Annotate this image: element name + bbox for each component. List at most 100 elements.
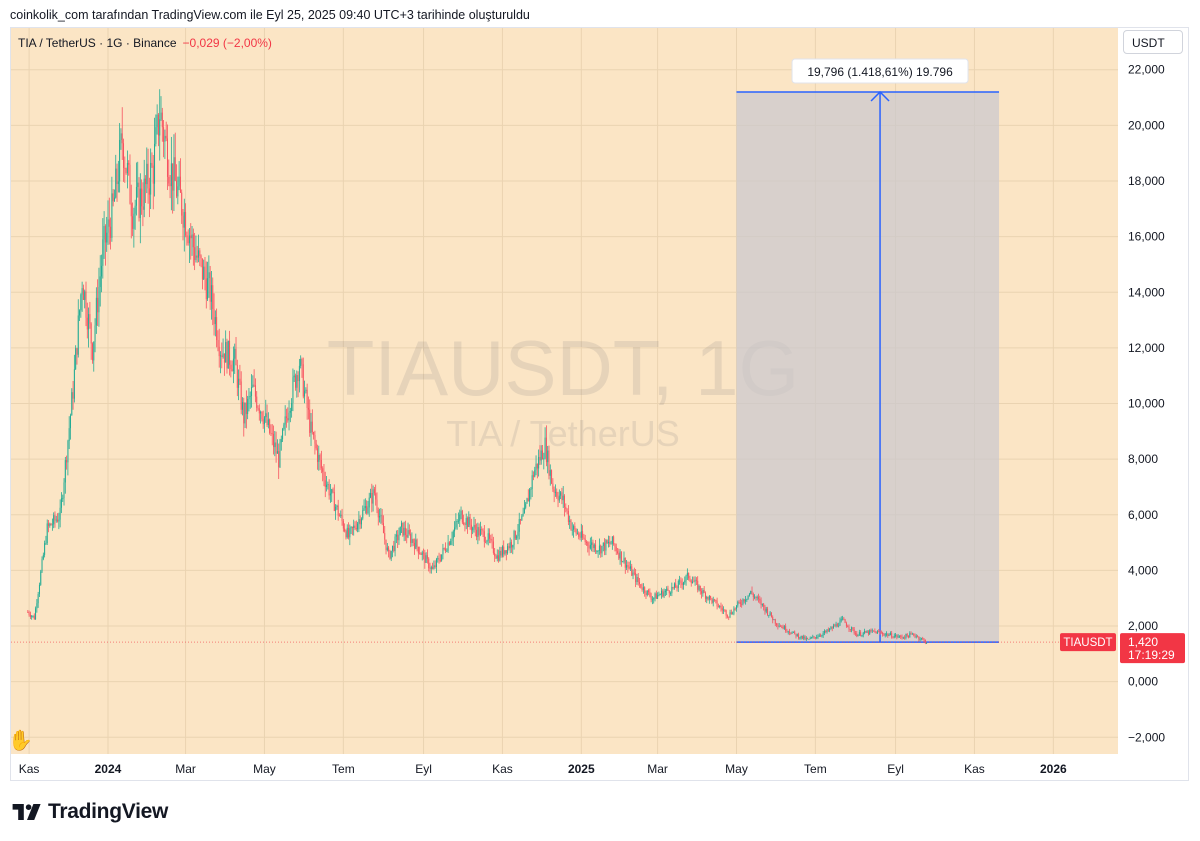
candle-body (33, 615, 35, 620)
candle-body (42, 554, 44, 560)
candle-body (439, 560, 441, 562)
candle-body (75, 348, 77, 370)
candle-body (725, 610, 727, 616)
candle-body (707, 596, 709, 600)
candle-body (134, 205, 136, 214)
time-axis-background (11, 754, 1188, 780)
currency-selector[interactable]: USDT (1123, 30, 1183, 54)
candle-body (770, 612, 772, 618)
candle-body (389, 551, 391, 559)
candle-body (212, 285, 214, 310)
candle-body (221, 355, 223, 357)
candle-body (260, 412, 262, 414)
price-range-tool[interactable]: 19,796 (1.418,61%) 19.796 (736, 58, 1000, 643)
candle-body (626, 565, 628, 568)
candle-body (864, 631, 866, 633)
candle-body (477, 527, 479, 537)
candle-body (685, 575, 687, 581)
candle-body (617, 551, 619, 553)
candle-body (570, 520, 572, 530)
candle-body (898, 635, 900, 637)
candle-body (871, 630, 873, 632)
candle-body (583, 537, 585, 539)
candle-body (245, 402, 247, 415)
candle-body (398, 535, 400, 541)
candle-body (38, 584, 40, 595)
candle-body (346, 527, 348, 538)
candle-body (413, 542, 415, 549)
candle-body (821, 635, 823, 637)
candle-body (386, 547, 388, 551)
candle-body (84, 291, 86, 300)
candle-body (587, 542, 589, 546)
candle-body (59, 507, 61, 520)
price-axis-background (1118, 28, 1188, 754)
candle-body (804, 636, 806, 640)
candle-body (574, 526, 576, 530)
candle-body (368, 497, 370, 508)
candle-body (540, 450, 542, 461)
candle-body (412, 539, 414, 543)
candle-body (426, 555, 428, 559)
candle-body (234, 348, 236, 359)
candle-body (225, 342, 227, 363)
candle-body (834, 625, 836, 627)
hand-icon[interactable]: ✋ (8, 730, 33, 752)
candle-body (684, 580, 686, 583)
price-chart[interactable]: TIAUSDT, 1G TIA / TetherUS 19,796 (1.418… (0, 0, 1200, 790)
candle-body (40, 571, 42, 585)
candle-body (165, 135, 167, 139)
symbol-legend[interactable]: TIA / TetherUS · 1G · Binance −0,029 (−2,… (18, 36, 272, 50)
candle-body (403, 527, 405, 536)
candle-body (579, 536, 581, 538)
candle-body (420, 553, 422, 555)
candle-body (589, 544, 591, 549)
time-tick-label: Tem (804, 762, 827, 776)
candle-body (182, 215, 184, 228)
candle-body (660, 590, 662, 595)
candle-body (746, 598, 748, 600)
candle-body (509, 542, 511, 549)
candle-body (720, 606, 722, 609)
candle-body (764, 606, 766, 612)
candle-body (596, 551, 598, 552)
candle-body (340, 514, 342, 516)
candle-body (874, 631, 876, 632)
chart-caption: coinkolik_com tarafından TradingView.com… (10, 8, 530, 22)
candle-body (464, 524, 466, 525)
candle-body (139, 188, 141, 219)
candle-body (902, 637, 904, 639)
candle-body (371, 492, 373, 504)
candle-body (123, 143, 125, 168)
candle-body (223, 353, 225, 363)
candle-body (77, 315, 79, 355)
candle-body (112, 193, 114, 202)
candle-body (781, 626, 783, 628)
candle-body (36, 603, 38, 609)
candle-body (624, 557, 626, 568)
candle-body (442, 548, 444, 555)
candle-body (284, 416, 286, 425)
candle-body (207, 278, 209, 300)
candle-body (675, 583, 677, 588)
candle-body (269, 419, 271, 433)
candle-body (137, 182, 139, 187)
candle-body (635, 573, 637, 583)
candle-body (640, 584, 642, 588)
candle-body (232, 358, 234, 372)
candle-body (531, 475, 533, 490)
candle-body (66, 460, 68, 463)
candle-body (316, 448, 318, 462)
candle-body (287, 418, 289, 421)
candle-body (564, 495, 565, 508)
candle-body (404, 527, 406, 535)
candle-body (508, 546, 510, 549)
candle-body (823, 631, 825, 634)
candle-body (111, 193, 113, 238)
candle-body (332, 489, 334, 492)
candle-body (641, 587, 643, 590)
candle-body (585, 542, 587, 543)
candle-body (816, 636, 818, 638)
candle-body (266, 413, 268, 425)
candle-body (341, 514, 343, 522)
